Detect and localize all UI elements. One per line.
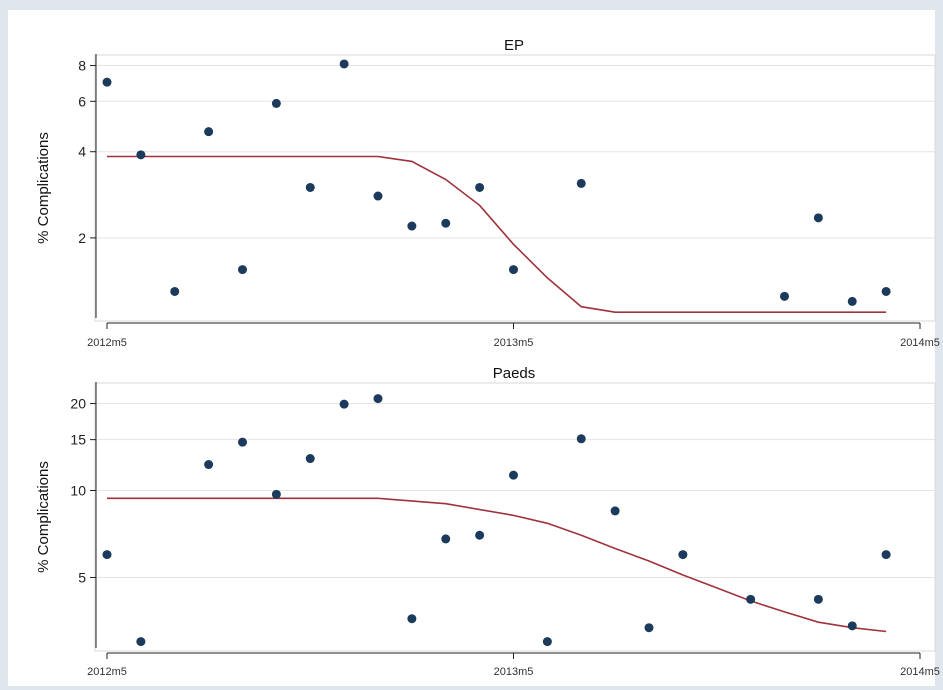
gridlines-ep: [97, 65, 935, 239]
x-tick-label: 2012m5: [87, 337, 127, 349]
data-point: [746, 594, 756, 604]
axes-paeds: 5 10 15 20 2012m5 2013m5 2014m5: [70, 382, 940, 678]
y-tick-label: 15: [70, 432, 86, 448]
y-axis-label-paeds: % Complications: [35, 461, 52, 573]
data-point: [136, 637, 146, 647]
fit-paeds: [107, 497, 887, 633]
data-point: [339, 399, 349, 409]
data-point: [475, 530, 485, 540]
x-tick-label: 2013m5: [494, 666, 534, 678]
data-point: [847, 621, 857, 631]
y-tick-label: 20: [70, 396, 86, 412]
data-point: [678, 550, 688, 560]
data-point: [576, 434, 586, 444]
data-point: [780, 291, 789, 301]
data-point: [441, 218, 451, 228]
data-point: [204, 127, 214, 137]
x-tick-label: 2012m5: [87, 666, 127, 678]
data-point: [102, 77, 112, 87]
y-tick-label: 6: [78, 93, 86, 109]
points-paeds: [102, 394, 891, 647]
data-point: [204, 460, 214, 470]
data-point: [305, 182, 315, 192]
data-point: [610, 506, 620, 516]
data-point: [238, 265, 247, 275]
panel-title-paeds: Paeds: [493, 365, 536, 382]
data-point: [339, 59, 349, 69]
fitted-curve: [107, 155, 887, 313]
fit-ep: [107, 155, 887, 313]
data-point: [102, 550, 112, 560]
y-tick-label: 10: [70, 483, 86, 499]
data-point: [271, 98, 281, 108]
y-axis-label-ep: % Complications: [35, 132, 52, 244]
data-point: [813, 594, 823, 604]
y-tick-label: 8: [78, 58, 86, 74]
data-point: [373, 191, 383, 201]
x-tick-label: 2014m5: [900, 337, 940, 349]
y-tick-label: 5: [78, 569, 86, 585]
panel-title-ep: EP: [504, 37, 524, 54]
panel-paeds: Paeds % Complications 5 10 15 20 2012m5 2013m…: [35, 365, 940, 678]
data-point: [813, 213, 823, 223]
data-point: [509, 265, 518, 275]
points-ep: [102, 59, 891, 306]
y-tick-label: 2: [78, 230, 86, 246]
data-point: [441, 534, 451, 544]
data-point: [542, 637, 552, 647]
panel-ep: EP % Complications 2 4 6 8 2012m5 2013m5 2014m…: [35, 37, 940, 349]
data-point: [305, 454, 315, 464]
data-point: [847, 296, 857, 306]
data-point: [407, 614, 417, 624]
data-point: [881, 286, 891, 296]
plot-area-ep: [94, 54, 936, 322]
y-tick-label: 4: [78, 144, 86, 160]
axes-ep: 2 4 6 8 2012m5 2013m5 2014m5: [78, 54, 940, 349]
data-point: [509, 470, 518, 480]
x-tick-label: 2013m5: [494, 337, 534, 349]
gridlines-paeds: [97, 403, 935, 578]
data-point: [136, 150, 146, 160]
data-point: [644, 623, 654, 633]
data-point: [881, 550, 891, 560]
data-point: [373, 394, 383, 404]
data-point: [576, 178, 586, 188]
x-tick-label: 2014m5: [900, 666, 940, 678]
data-point: [271, 489, 281, 499]
fitted-curve: [107, 497, 887, 633]
data-point: [407, 221, 417, 231]
data-point: [238, 437, 247, 447]
data-point: [475, 182, 485, 192]
data-point: [170, 286, 180, 296]
plot-area-paeds: [94, 382, 936, 652]
